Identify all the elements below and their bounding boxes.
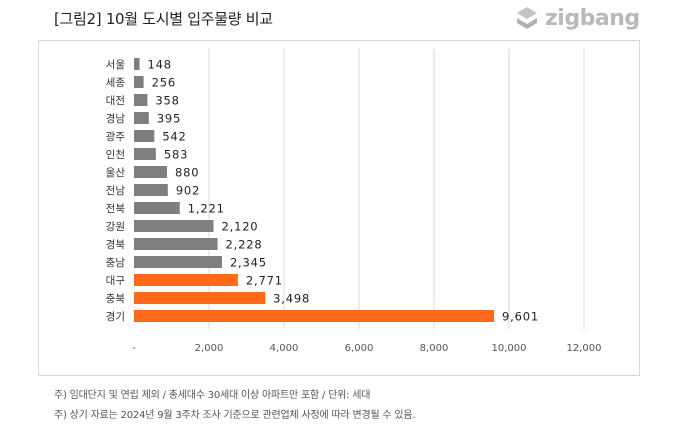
value-label: 2,228 (226, 238, 263, 252)
category-label: 충남 (106, 257, 126, 269)
footnote-2: 주) 상기 자료는 2024년 9월 3주차 조사 기준으로 관련업체 사정에 … (54, 410, 416, 421)
x-tick-label: 6,000 (345, 343, 374, 354)
category-label: 전남 (106, 185, 126, 197)
x-tick-label: 2,000 (195, 343, 224, 354)
category-label: 경남 (106, 112, 126, 125)
bar-충북 (134, 292, 266, 304)
bar-경남 (134, 112, 149, 124)
category-label: 경기 (106, 310, 125, 323)
bar-광주 (134, 130, 155, 142)
bar-전북 (134, 202, 180, 214)
bar-충남 (134, 256, 222, 268)
zigbang-logo: zigbang (513, 5, 640, 31)
value-label: 902 (176, 184, 200, 198)
value-label: 3,498 (273, 292, 310, 306)
value-label: 880 (175, 166, 199, 180)
category-label: 대구 (106, 275, 126, 287)
category-label: 경북 (106, 238, 126, 251)
bar-대구 (134, 274, 238, 286)
category-label: 세종 (106, 77, 126, 89)
category-label: 서울 (106, 59, 126, 71)
value-label: 148 (148, 58, 172, 72)
bar-강원 (134, 220, 214, 232)
bar-대전 (134, 94, 148, 106)
bar-서울 (134, 58, 140, 70)
footnote-1: 주) 임대단지 및 연립 제외 / 총세대수 30세대 이상 아파트만 포함 /… (54, 390, 371, 401)
category-label: 대전 (106, 95, 125, 107)
bar-세종 (134, 76, 144, 88)
value-label: 583 (164, 148, 188, 162)
bar-울산 (134, 166, 167, 178)
logo-text: zigbang (545, 5, 640, 31)
x-tick-label: 12,000 (567, 343, 602, 354)
category-label: 강원 (106, 221, 125, 233)
value-label: 395 (157, 112, 181, 126)
category-label: 인천 (106, 149, 125, 161)
x-tick-label: 4,000 (270, 343, 299, 354)
value-label: 358 (155, 94, 179, 108)
value-label: 1,221 (188, 202, 225, 216)
value-label: 2,345 (230, 256, 267, 270)
x-tick-label: - (132, 343, 136, 354)
x-tick-label: 8,000 (420, 343, 449, 354)
bar-경북 (134, 238, 218, 250)
zigbang-logo-icon (517, 7, 537, 29)
category-label: 광주 (106, 131, 126, 143)
bar-경기 (134, 310, 495, 322)
category-label: 울산 (106, 167, 126, 179)
bar-인천 (134, 148, 156, 160)
x-tick-label: 10,000 (492, 343, 527, 354)
category-label: 전북 (106, 203, 126, 215)
chart-title: [그림2] 10월 도시별 입주물량 비교 (54, 10, 273, 28)
value-label: 2,771 (246, 274, 283, 288)
value-label: 256 (152, 76, 176, 90)
value-label: 9,601 (502, 310, 539, 324)
value-label: 542 (162, 130, 186, 144)
bar-전남 (134, 184, 168, 196)
value-label: 2,120 (222, 220, 259, 234)
category-label: 충북 (106, 293, 126, 305)
